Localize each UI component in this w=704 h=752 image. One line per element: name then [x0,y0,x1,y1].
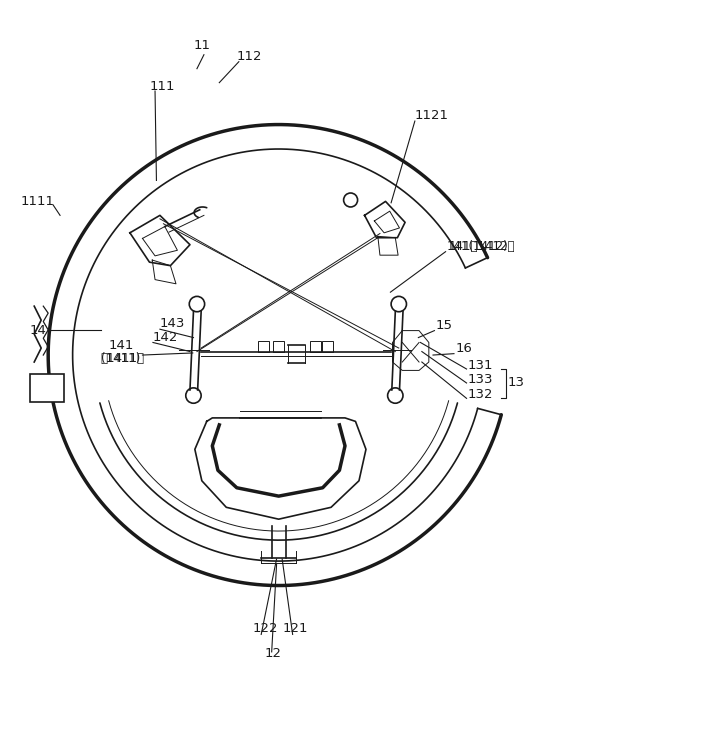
Text: 121: 121 [282,622,308,635]
Text: 1411、: 1411、 [101,352,144,365]
Text: 143: 143 [160,317,185,330]
Text: 122: 122 [253,622,278,635]
Text: 141　1412、: 141 1412、 [448,241,515,253]
FancyBboxPatch shape [322,341,333,351]
FancyBboxPatch shape [258,341,269,351]
Text: 112: 112 [237,50,263,63]
Text: 133: 133 [468,373,494,386]
Text: 132: 132 [468,388,494,402]
FancyBboxPatch shape [30,374,65,402]
Text: 13: 13 [508,377,524,390]
Text: 16: 16 [455,342,472,355]
Text: 111: 111 [149,80,175,92]
Text: 1111: 1111 [20,195,54,208]
Text: 11: 11 [194,39,210,52]
Text: 1121: 1121 [415,109,449,122]
FancyBboxPatch shape [273,341,284,351]
Text: 15: 15 [436,319,453,332]
Text: 12: 12 [265,647,282,660]
Text: 14: 14 [30,324,46,337]
FancyBboxPatch shape [310,341,321,351]
Text: 141(1412): 141(1412) [447,241,509,253]
Text: 131: 131 [468,359,494,372]
Text: 142: 142 [153,331,178,344]
Text: (1411): (1411) [101,352,140,365]
Text: 141: 141 [109,339,134,353]
